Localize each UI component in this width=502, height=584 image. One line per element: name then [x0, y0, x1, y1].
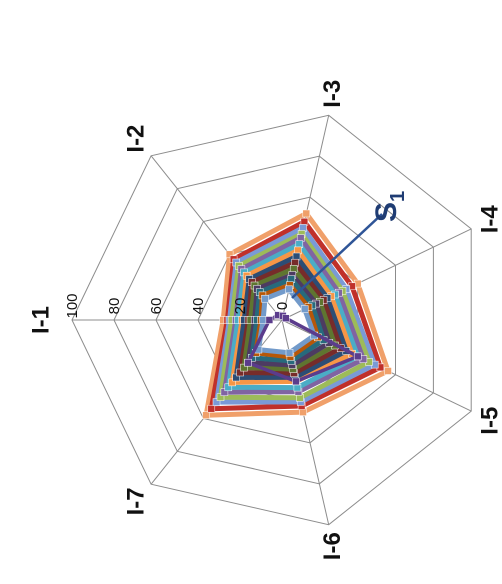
series-8-point-i-7 — [232, 373, 240, 382]
series-15-point-i-1 — [265, 316, 274, 324]
axis-label-i-3: I-3 — [319, 80, 346, 108]
series-1-point-i-3 — [302, 209, 311, 218]
series-1-point-i-5 — [384, 367, 392, 375]
series-9-line — [237, 260, 344, 376]
series-15-point-i-4 — [282, 314, 290, 322]
series-1 — [202, 209, 392, 419]
series-13-line — [253, 282, 321, 360]
grid-ring-80 — [113, 155, 434, 485]
series-15-point-i-6 — [292, 377, 300, 386]
series-12-line — [249, 276, 327, 364]
grid-ring-60 — [155, 196, 396, 444]
radial-tick-labels: 0 20 40 60 80 100 — [64, 293, 291, 318]
series-14-line — [255, 286, 317, 356]
axis-label-i-1: I-1 — [27, 306, 54, 334]
series-14-point-i-1 — [259, 316, 267, 324]
tick-label-60: 60 — [148, 298, 165, 315]
tick-label-40: 40 — [190, 298, 207, 315]
series-1-point-i-7 — [202, 411, 210, 419]
annotation-label: S1 — [370, 191, 409, 222]
axis-label-i-5: I-5 — [476, 407, 502, 435]
series-6-point-i-7 — [224, 383, 233, 392]
annotation-text: S — [370, 202, 403, 222]
grid-ring-100 — [71, 114, 472, 526]
series-2-line — [208, 219, 383, 412]
series-3-point-i-7 — [212, 398, 221, 406]
axis-label-i-7: I-7 — [123, 487, 150, 515]
tick-label-100: 100 — [64, 293, 81, 318]
axis-labels: I-1 I-2 I-3 I-4 I-5 I-6 I-7 — [27, 80, 502, 560]
series-10-point-i-7 — [240, 363, 248, 372]
series-11-line — [245, 272, 332, 368]
series-9-point-i-7 — [236, 368, 244, 377]
series-8-line — [233, 254, 349, 380]
series-1-point-i-2 — [225, 250, 234, 259]
tick-label-20: 20 — [232, 298, 249, 315]
series-14-point-i-6 — [285, 349, 294, 357]
series-14 — [254, 285, 318, 357]
series-7-line — [229, 247, 355, 385]
axis-label-i-2: I-2 — [123, 125, 150, 153]
series-15-point-i-5 — [353, 352, 362, 361]
series-2-point-i-7 — [207, 404, 216, 413]
series-5-line — [221, 235, 366, 395]
series-14-point-i-2 — [261, 294, 269, 303]
series-10-line — [241, 266, 338, 372]
radar-series — [202, 209, 392, 419]
tick-label-0: 0 — [274, 302, 291, 310]
series-4-point-i-7 — [216, 393, 225, 401]
annotation-leader-line — [291, 213, 383, 299]
series-6-line — [225, 241, 361, 391]
series-5-point-i-7 — [220, 388, 229, 396]
series-1-line — [203, 211, 391, 418]
series-15 — [244, 311, 362, 386]
series-4-line — [218, 231, 372, 401]
axis-label-i-6: I-6 — [319, 532, 346, 560]
annotation: S1 — [291, 191, 409, 299]
series-14-point-i-4 — [300, 305, 309, 313]
series-3-line — [214, 225, 378, 405]
series-7-point-i-7 — [228, 378, 236, 387]
axis-label-i-4: I-4 — [476, 205, 502, 234]
annotation-subscript: 1 — [387, 191, 409, 202]
tick-label-80: 80 — [106, 298, 123, 315]
series-15-point-i-7 — [244, 358, 252, 367]
series-14-point-i-3 — [285, 285, 293, 294]
